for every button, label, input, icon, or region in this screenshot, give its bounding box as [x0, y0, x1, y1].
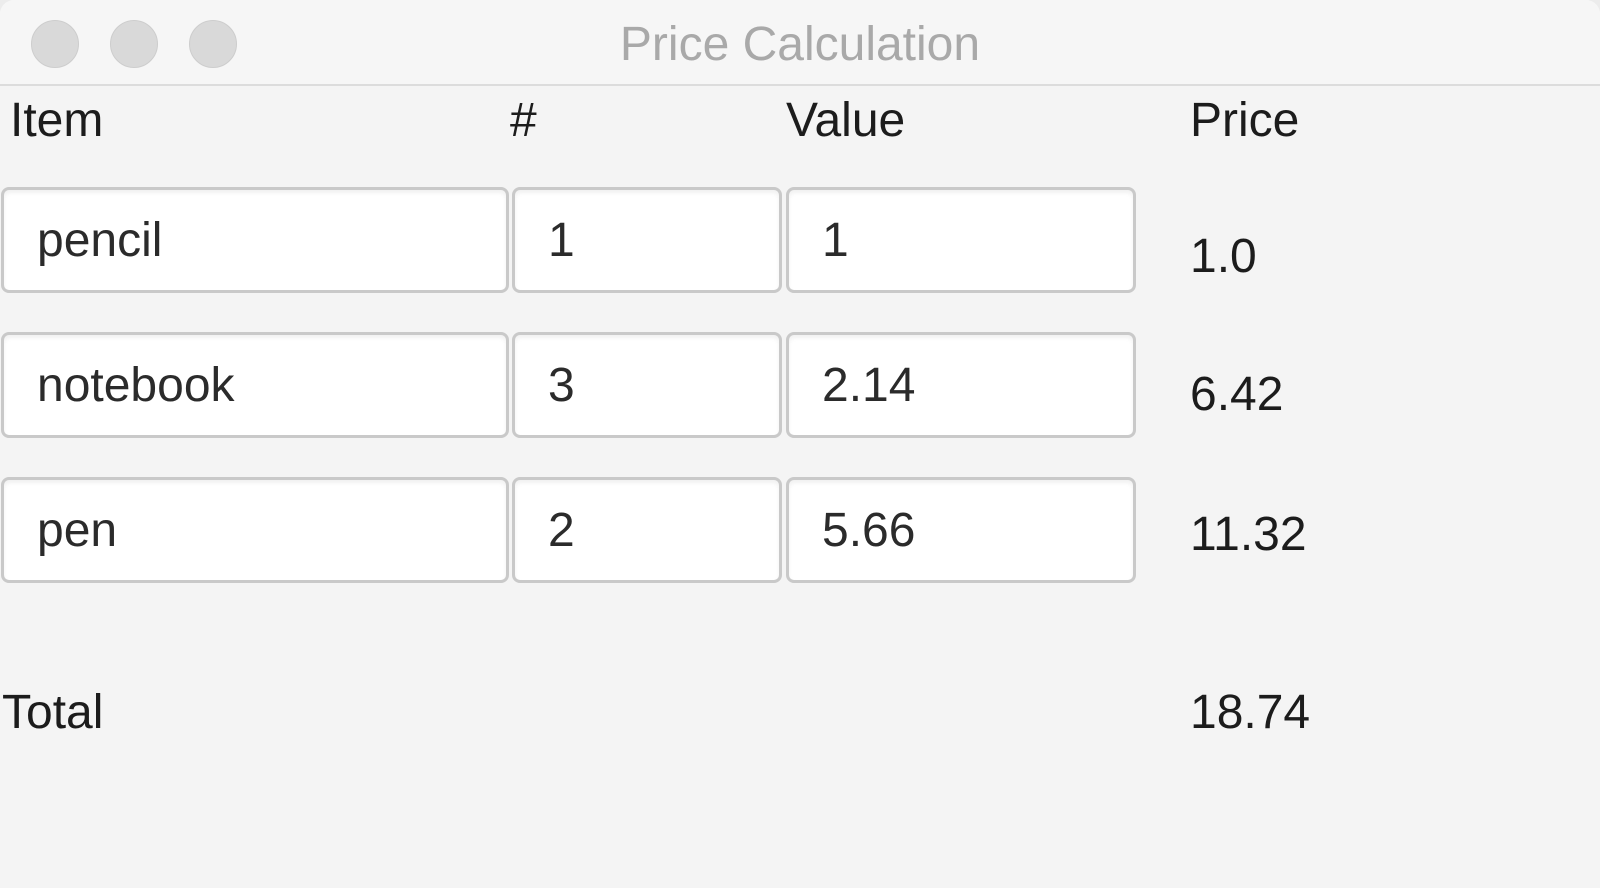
- item-field-row-1[interactable]: [1, 187, 509, 293]
- minimize-window-button[interactable]: [110, 20, 158, 68]
- zoom-window-button[interactable]: [189, 20, 237, 68]
- quantity-field-row-3[interactable]: [512, 477, 782, 583]
- price-row-2: 6.42: [1190, 368, 1284, 421]
- value-field-row-1[interactable]: [786, 187, 1136, 293]
- quantity-field-row-2[interactable]: [512, 332, 782, 438]
- total-value: 18.74: [1190, 686, 1311, 739]
- header-quantity: #: [510, 94, 537, 147]
- header-item: Item: [10, 94, 104, 147]
- value-field-row-3[interactable]: [786, 477, 1136, 583]
- price-row-3: 11.32: [1190, 508, 1307, 561]
- title-bar[interactable]: Price Calculation: [0, 0, 1600, 86]
- item-field-row-3[interactable]: [1, 477, 509, 583]
- header-price: Price: [1190, 94, 1300, 147]
- price-row-1: 1.0: [1190, 230, 1257, 283]
- quantity-field-row-1[interactable]: [512, 187, 782, 293]
- value-field-row-2[interactable]: [786, 332, 1136, 438]
- total-label: Total: [2, 686, 104, 739]
- item-field-row-2[interactable]: [1, 332, 509, 438]
- header-value: Value: [786, 94, 906, 147]
- close-window-button[interactable]: [31, 20, 79, 68]
- window-title: Price Calculation: [619, 18, 981, 71]
